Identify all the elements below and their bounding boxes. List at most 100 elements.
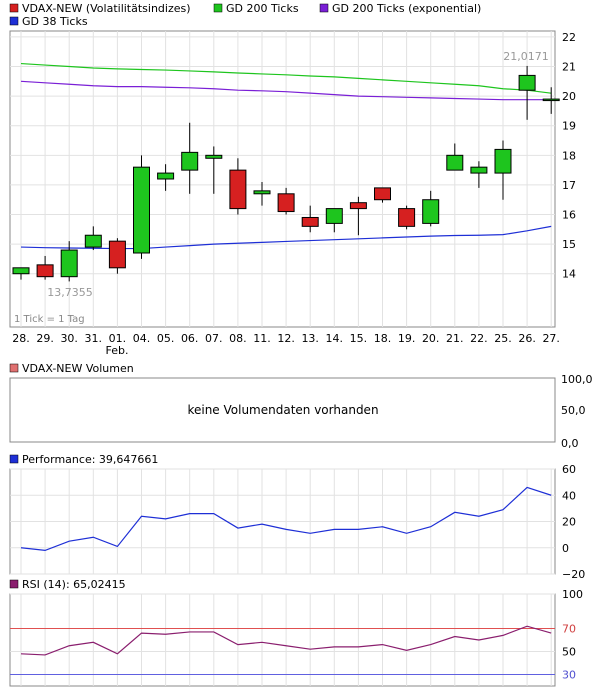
candle-body (12, 267, 30, 275)
x-tick-label: 12. (277, 332, 295, 345)
x-tick-label: 25. (494, 332, 512, 345)
legend-label-gd200: GD 200 Ticks (226, 2, 299, 15)
x-tick-label: 01. (109, 332, 127, 345)
data-line (20, 486, 552, 551)
x-tick-label: 13. (301, 332, 319, 345)
y-tick-label: 20 (562, 90, 576, 103)
candle-body (349, 202, 367, 210)
y-tick-label: 70 (562, 623, 576, 636)
y-tick-label: 0 (562, 542, 569, 555)
x-tick-label: 27. (542, 332, 560, 345)
legend-swatch-vdax (9, 3, 19, 13)
candle-body (277, 193, 295, 213)
legend-swatch-gd38 (9, 16, 19, 26)
x-tick-label: 04. (133, 332, 151, 345)
main-grid (10, 31, 555, 327)
candlesticks (12, 65, 560, 282)
y-tick-label: 50 (562, 646, 576, 659)
x-tick-label: 05. (157, 332, 175, 345)
x-tick-label: 15. (350, 332, 368, 345)
candle-body (157, 172, 175, 180)
legend-swatch-gd200-exp (319, 3, 329, 13)
rsi-plot-frame (9, 593, 556, 687)
candle-body (470, 166, 488, 174)
y-tick-label: 15 (562, 238, 576, 251)
performance-panel: Performance: 39,647661 60 40 20 0 −20 (9, 453, 585, 581)
candle-body (133, 166, 150, 254)
volume-panel: VDAX-NEW Volumen keine Volumendaten vorh… (9, 362, 593, 450)
y-tick-label: 21 (562, 61, 576, 74)
y-tick-label: 60 (562, 463, 576, 476)
candle-body (494, 148, 512, 174)
x-tick-label: 07. (205, 332, 223, 345)
x-tick-label: 28. (12, 332, 30, 345)
y-tick-label: 16 (562, 209, 576, 222)
candle-body (108, 240, 126, 269)
data-line (20, 625, 552, 656)
volume-plot-frame (9, 377, 556, 443)
x-tick-label: 11. (253, 332, 271, 345)
x-tick-label: 26. (518, 332, 536, 345)
x-tick-label: 30. (60, 332, 78, 345)
series-line (20, 62, 552, 94)
y-tick-label: 22 (562, 31, 576, 44)
candle-body (60, 249, 78, 278)
performance-line-group (20, 486, 552, 551)
x-tick-label: 31. (85, 332, 103, 345)
x-tick-label: 08. (229, 332, 247, 345)
y-tick-label: 18 (562, 149, 576, 162)
main-y-axis: 14 15 16 17 18 19 20 21 22 (562, 31, 576, 281)
candle-body (374, 187, 391, 201)
performance-y-axis: 60 40 20 0 −20 (562, 463, 585, 581)
x-tick-label: 20. (422, 332, 440, 345)
x-tick-label: 18. (374, 332, 392, 345)
y-tick-label: 100 (562, 588, 583, 601)
candle-body (325, 208, 343, 224)
candle-body (422, 199, 440, 224)
volume-legend-swatch (9, 363, 19, 373)
candle-body (205, 154, 223, 159)
y-tick-label: 20 (562, 516, 576, 529)
series-line (20, 80, 552, 101)
volume-panel-title: VDAX-NEW Volumen (22, 362, 134, 375)
candle-body (84, 234, 102, 248)
performance-panel-title: Performance: 39,647661 (22, 453, 158, 466)
candle-body (181, 151, 199, 171)
volume-y-tick-label: 0,0 (561, 437, 579, 450)
candle-body (229, 169, 247, 210)
x-tick-label: 29. (36, 332, 54, 345)
min-value-label: 13,7355 (47, 286, 93, 299)
legend-label-gd38: GD 38 Ticks (22, 15, 88, 28)
performance-legend-swatch (9, 454, 19, 464)
x-axis: 28. 29. 30. 31. 01. 04. 05. 06. 07. 08. 11. 12. 13. 1… (12, 332, 560, 345)
tick-note: 1 Tick = 1 Tag (14, 314, 85, 325)
candle-body (36, 264, 54, 278)
x-tick-label: 21. (446, 332, 464, 345)
x-tick-label: 06. (181, 332, 199, 345)
legend-label-vdax: VDAX-NEW (Volatilitätsindizes) (22, 2, 191, 15)
rsi-legend-swatch (9, 579, 19, 589)
x-tick-label: 14. (326, 332, 344, 345)
y-tick-label: 14 (562, 268, 576, 281)
legend: VDAX-NEW (Volatilitätsindizes) GD 200 Ti… (9, 2, 481, 28)
main-plot-frame (9, 30, 556, 328)
max-value-label: 21,0171 (503, 50, 549, 63)
performance-grid (10, 468, 555, 575)
rsi-y-axis: 100 70 50 30 (562, 588, 583, 682)
volume-y-tick-label: 50,0 (561, 404, 586, 417)
y-tick-label: −20 (562, 568, 585, 581)
x-tick-label: 22. (470, 332, 488, 345)
rsi-panel: RSI (14): 65,02415 100 70 50 30 (9, 578, 583, 687)
volume-y-tick-label: 100,0 (561, 373, 593, 386)
candle-body (398, 208, 416, 227)
candle-body (446, 154, 464, 171)
month-label: Feb. (106, 344, 129, 357)
main-panel: 14 15 16 17 18 19 20 21 22 21,0171 13,7355 1 Tic… (9, 30, 576, 357)
y-tick-label: 17 (562, 179, 576, 192)
legend-swatch-gd200 (213, 3, 223, 13)
rsi-reference-lines (10, 628, 555, 675)
volume-no-data-text: keine Volumendaten vorhanden (187, 403, 378, 417)
legend-label-gd200-exp: GD 200 Ticks (exponential) (332, 2, 481, 15)
candle-body (301, 216, 319, 227)
